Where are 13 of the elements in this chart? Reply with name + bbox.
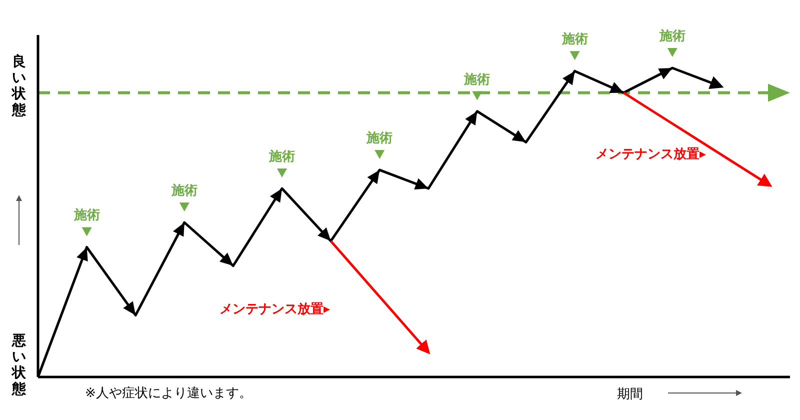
annotation: 施術: [268, 148, 295, 165]
annotation: 施術: [170, 182, 198, 198]
annotation: メンテナンス放置▸: [595, 147, 706, 162]
text: 良い状態: [11, 53, 27, 118]
annotation: 施術: [72, 207, 100, 224]
annotation: 施術: [463, 71, 490, 88]
text: 悪い状態: [11, 333, 27, 398]
annotation: 施術: [658, 28, 686, 44]
annotation: 施術: [366, 130, 393, 146]
x-axis-title: 期間: [617, 387, 643, 402]
text: ※人や症状により違います。: [85, 386, 252, 401]
annotation: メンテナンス放置▸: [219, 302, 330, 317]
annotation: 施術: [560, 31, 588, 48]
